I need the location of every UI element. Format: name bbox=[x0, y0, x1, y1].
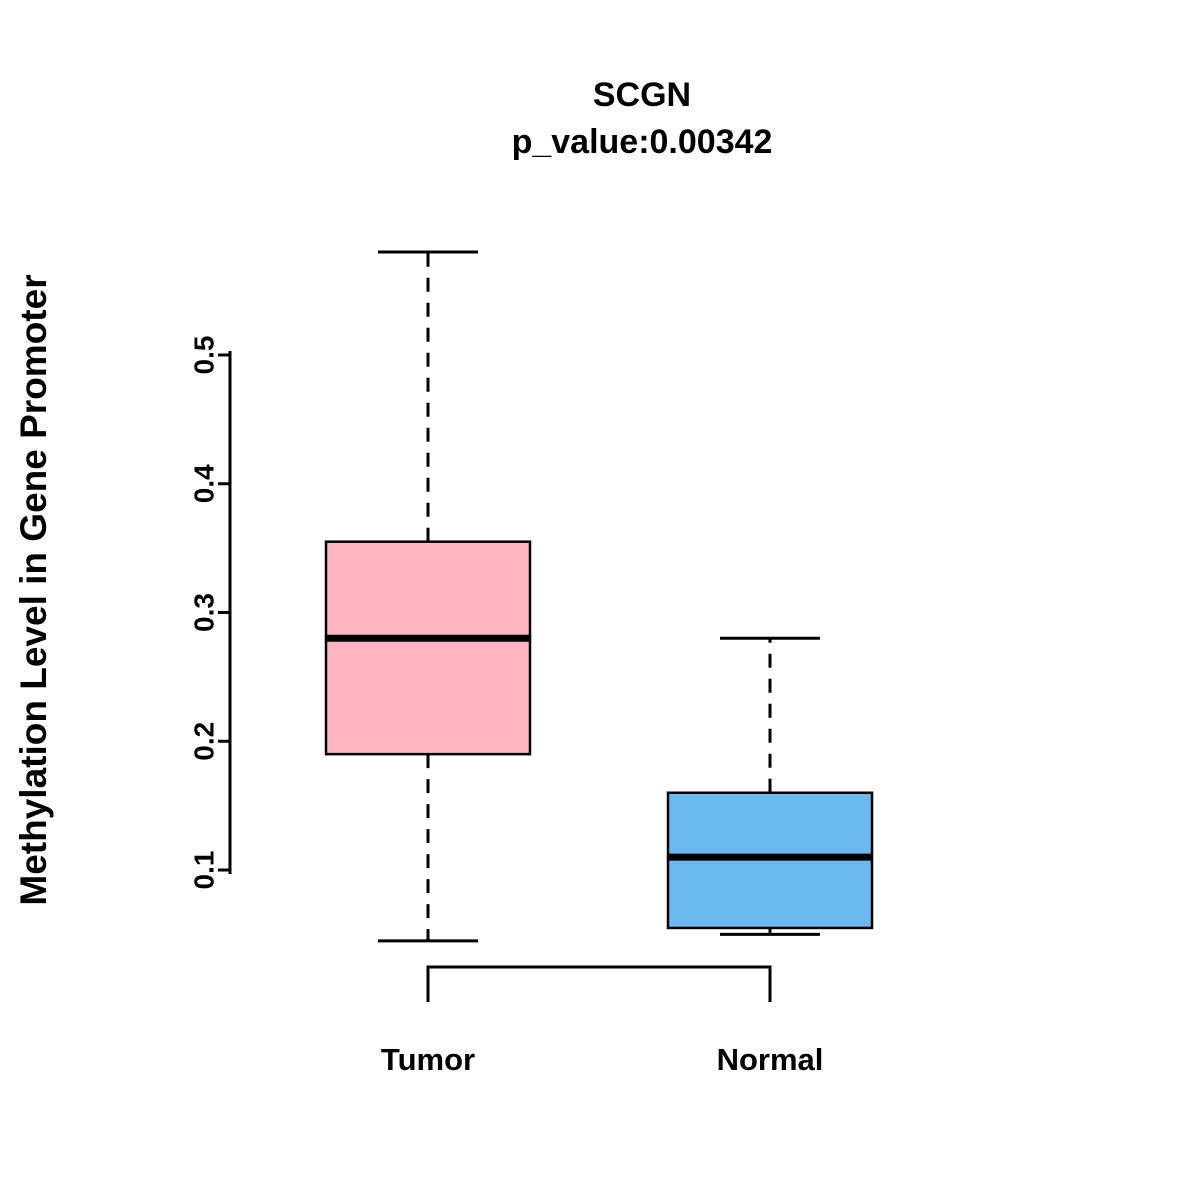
y-tick-label: 0.3 bbox=[188, 593, 219, 632]
y-tick-label: 0.5 bbox=[188, 336, 219, 375]
y-tick-label: 0.1 bbox=[188, 851, 219, 890]
x-label-normal: Normal bbox=[716, 1042, 824, 1077]
title-block: SCGN p_value:0.00342 bbox=[84, 72, 1200, 166]
y-tick-label: 0.4 bbox=[188, 464, 219, 503]
box-tumor bbox=[324, 540, 532, 756]
x-label-tumor: Tumor bbox=[380, 1042, 476, 1077]
chart-title: SCGN bbox=[592, 76, 692, 114]
chart-subtitle: p_value:0.00342 bbox=[511, 123, 773, 161]
y-tick-label: 0.2 bbox=[188, 722, 219, 761]
comparison-bracket bbox=[426, 965, 772, 1002]
